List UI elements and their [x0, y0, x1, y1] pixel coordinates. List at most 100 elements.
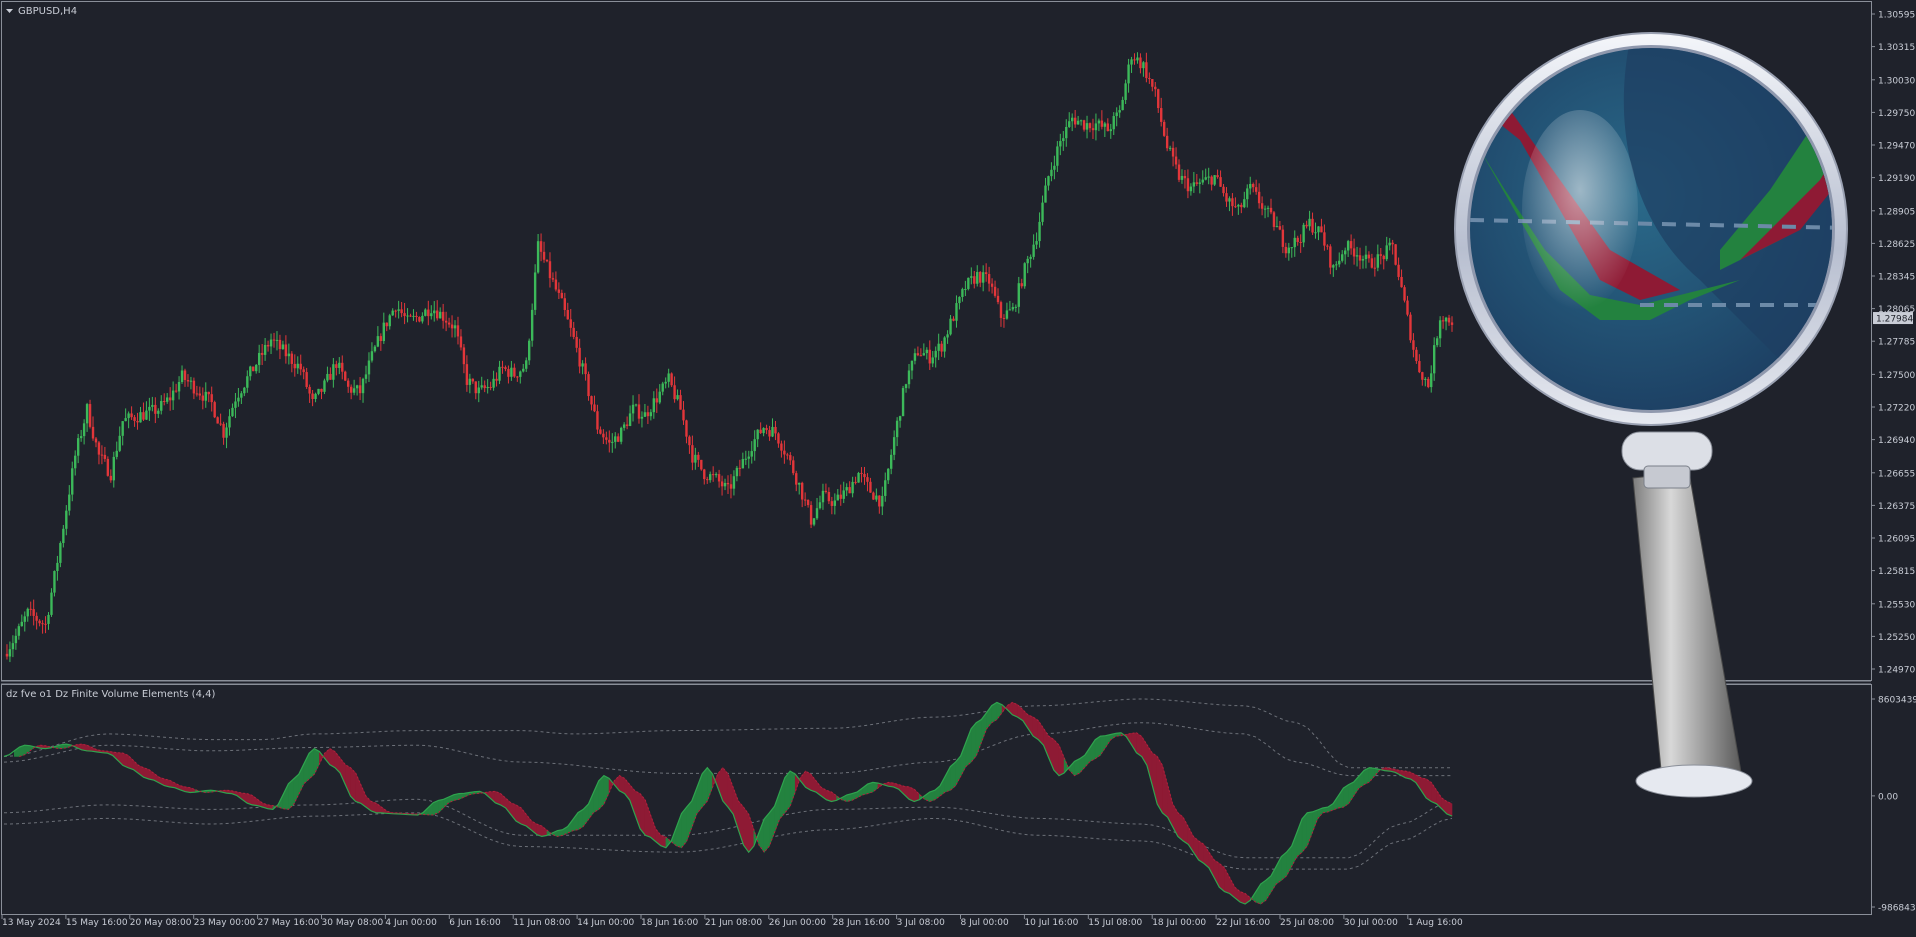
- candle-body: [1293, 237, 1296, 248]
- candle-body: [910, 360, 914, 371]
- candle-body: [919, 355, 923, 357]
- candle-body: [240, 393, 243, 398]
- candle-body: [329, 373, 332, 380]
- candle-body: [706, 479, 709, 481]
- candle-body: [453, 325, 457, 329]
- candle-body: [1079, 120, 1083, 122]
- collapse-triangle-icon[interactable]: [6, 9, 13, 13]
- candle-body: [480, 385, 483, 388]
- candle-body: [643, 412, 647, 417]
- candle-body: [884, 480, 887, 496]
- price-tick-label: 1.27785: [1878, 338, 1915, 348]
- candle-body: [1204, 177, 1207, 180]
- candle-body: [889, 454, 893, 469]
- candle-body: [845, 487, 848, 491]
- candle-body: [1355, 255, 1359, 257]
- candle-body: [1418, 361, 1421, 373]
- candle-body: [634, 404, 638, 406]
- price-tick-label: 1.26655: [1878, 469, 1915, 479]
- candle-body: [504, 367, 507, 370]
- candle-body: [308, 386, 311, 394]
- candle-body: [163, 401, 166, 403]
- candle-body: [492, 378, 495, 388]
- candle-body: [290, 353, 294, 364]
- candle-body: [1302, 224, 1305, 243]
- candle-body: [145, 410, 148, 420]
- time-tick-label: 27 May 16:00: [258, 918, 320, 928]
- candle-body: [142, 412, 145, 420]
- candle-body: [1254, 187, 1258, 192]
- candle-body: [397, 309, 400, 311]
- time-tick-label: 4 Jun 00:00: [385, 918, 437, 928]
- candle-body: [79, 436, 83, 439]
- candle-body: [756, 429, 759, 440]
- candle-body: [777, 433, 780, 444]
- candle-body: [228, 416, 231, 428]
- candle-body: [878, 495, 881, 507]
- candle-body: [887, 468, 890, 481]
- candle-body: [1447, 317, 1451, 323]
- candle-body: [596, 411, 599, 430]
- time-tick-label: 30 May 08:00: [322, 918, 384, 928]
- candle-body: [1430, 373, 1433, 388]
- indicator-layer: [3, 698, 1453, 905]
- candle-body: [1415, 349, 1418, 362]
- candle-body: [542, 251, 546, 260]
- time-tick-label: 14 Jun 00:00: [577, 918, 634, 928]
- candle-body: [548, 261, 552, 279]
- candle-body: [174, 390, 178, 392]
- candle-body: [670, 373, 673, 386]
- candle-body: [133, 417, 136, 421]
- candle-body: [1266, 207, 1270, 209]
- candle-body: [1186, 178, 1190, 192]
- candle-body: [1136, 57, 1139, 61]
- candle-body: [394, 310, 397, 312]
- indicator-ribbon-segment: [1058, 745, 1065, 777]
- candle-body: [688, 436, 691, 446]
- time-tick-label: 22 Jul 16:00: [1216, 918, 1270, 928]
- indicator-pane-frame: [1, 684, 1872, 915]
- candle-body: [536, 241, 540, 273]
- candle-body: [771, 426, 774, 437]
- candle-body: [219, 423, 222, 425]
- candle-body: [700, 459, 703, 470]
- candle-body: [385, 322, 388, 327]
- candle-body: [863, 473, 866, 478]
- candle-body: [269, 339, 273, 347]
- candle-body: [71, 468, 74, 495]
- candle-body: [530, 309, 534, 341]
- candle-body: [1065, 126, 1068, 139]
- candle-body: [216, 417, 219, 424]
- candle-body: [168, 397, 172, 401]
- indicator-ribbon-segment: [629, 783, 636, 815]
- candle-body: [1222, 186, 1225, 194]
- candle-body: [768, 430, 771, 437]
- candle-body: [1290, 247, 1293, 249]
- candle-body: [1180, 175, 1184, 180]
- candle-body: [1382, 255, 1385, 260]
- candle-body: [658, 391, 661, 403]
- candle-body: [94, 438, 98, 443]
- time-tick-label: 15 May 16:00: [66, 918, 128, 928]
- time-axis: 13 May 2024 15 May 16:00 20 May 08:00 23 Ma…: [1, 915, 1463, 928]
- candle-body: [940, 343, 943, 352]
- price-tick-label: 1.26095: [1878, 535, 1915, 545]
- candle-body: [379, 336, 383, 342]
- candle-body: [1118, 110, 1121, 113]
- candle-body: [1100, 120, 1104, 127]
- candle-body: [1094, 123, 1098, 131]
- candle-body: [65, 510, 68, 529]
- candle-body: [50, 592, 53, 615]
- candle-body: [581, 363, 584, 367]
- candle-body: [459, 336, 463, 348]
- candle-body: [655, 398, 658, 403]
- candle-body: [907, 370, 911, 385]
- candle-body: [1124, 83, 1127, 100]
- candle-body: [1002, 317, 1006, 319]
- candle-body: [207, 391, 210, 395]
- candle-body: [1332, 265, 1335, 268]
- candle-body: [1035, 241, 1038, 245]
- candle-body: [575, 336, 578, 348]
- candle-body: [866, 477, 869, 482]
